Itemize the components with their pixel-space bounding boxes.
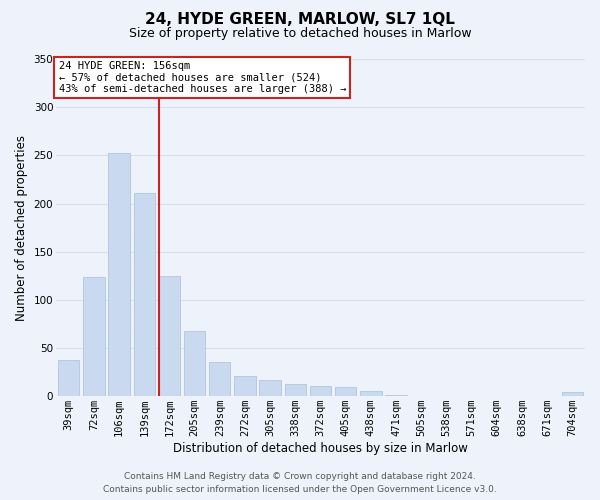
Text: Contains HM Land Registry data © Crown copyright and database right 2024.
Contai: Contains HM Land Registry data © Crown c… (103, 472, 497, 494)
Bar (109, 154, 130, 396)
Bar (284, 384, 306, 396)
Bar (335, 386, 356, 396)
Bar (58, 360, 79, 396)
Bar (209, 362, 230, 396)
X-axis label: Distribution of detached houses by size in Marlow: Distribution of detached houses by size … (173, 442, 468, 455)
Bar (259, 380, 281, 396)
Text: 24, HYDE GREEN, MARLOW, SL7 1QL: 24, HYDE GREEN, MARLOW, SL7 1QL (145, 12, 455, 28)
Bar (310, 386, 331, 396)
Text: Size of property relative to detached houses in Marlow: Size of property relative to detached ho… (128, 28, 472, 40)
Text: 24 HYDE GREEN: 156sqm
← 57% of detached houses are smaller (524)
43% of semi-det: 24 HYDE GREEN: 156sqm ← 57% of detached … (59, 61, 346, 94)
Bar (83, 276, 104, 396)
Bar (234, 376, 256, 396)
Bar (562, 392, 583, 396)
Bar (134, 193, 155, 396)
Bar (360, 392, 382, 396)
Y-axis label: Number of detached properties: Number of detached properties (15, 134, 28, 320)
Bar (159, 276, 180, 396)
Bar (385, 395, 407, 396)
Bar (184, 330, 205, 396)
